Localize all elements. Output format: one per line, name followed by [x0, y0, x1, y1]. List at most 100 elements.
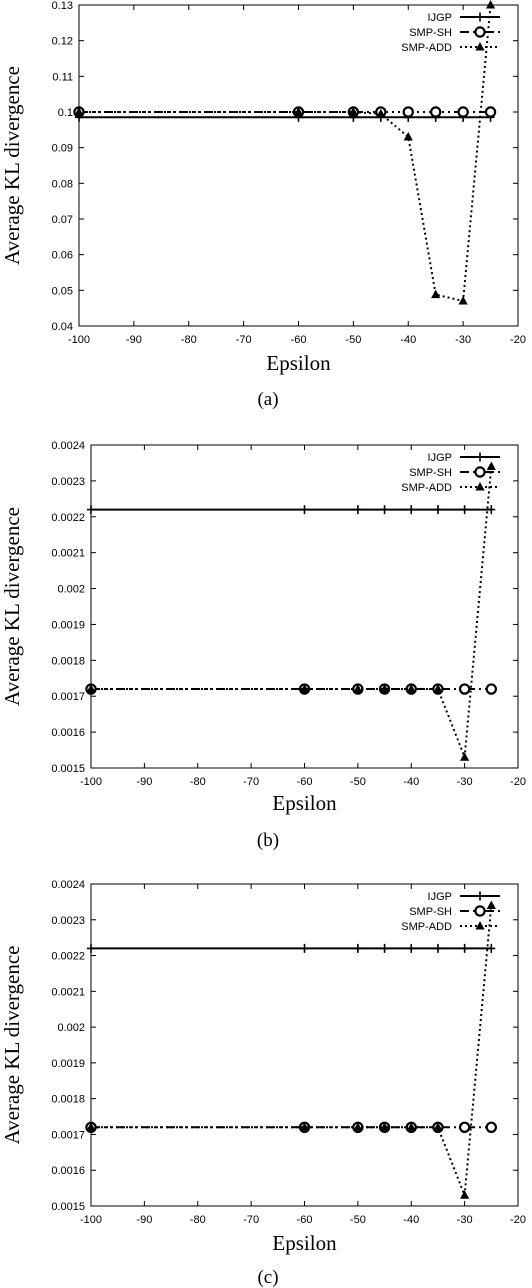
x-tick-label: -20 — [510, 776, 526, 788]
y-tick-label: 0.1 — [58, 107, 73, 119]
x-tick-label: -40 — [403, 776, 419, 788]
x-tick-label: -40 — [400, 334, 416, 346]
x-tick-label: -80 — [190, 776, 206, 788]
x-tick-label: -20 — [510, 334, 526, 346]
y-tick-label: 0.12 — [52, 36, 73, 48]
series-smp-add-point — [299, 1122, 310, 1131]
x-tick-label: -70 — [243, 776, 259, 788]
plot-frame — [90, 444, 519, 769]
series-smp-sh-point — [484, 106, 497, 118]
x-tick-label: -20 — [510, 1214, 526, 1226]
x-tick-label: -80 — [190, 1214, 206, 1226]
y-tick-label: 0.002 — [57, 584, 85, 596]
y-tick-label: 0.06 — [52, 250, 73, 262]
legend-marker — [474, 26, 486, 38]
series-smp-sh-point — [429, 106, 442, 118]
series-smp-add-point — [86, 1122, 96, 1131]
series-smp-add-point — [433, 1122, 443, 1131]
legend: IJGP SMP-SH SMP-ADD — [401, 891, 500, 933]
y-axis-label: Average KL divergence — [0, 507, 24, 706]
series-ijgp-point — [380, 943, 389, 953]
series-smp-add-point — [458, 296, 468, 305]
y-tick-label: 0.0023 — [51, 476, 85, 488]
x-tick-label: -50 — [345, 334, 361, 346]
legend-marker — [475, 921, 485, 930]
y-axis-label: Average KL divergence — [0, 66, 24, 265]
legend-marker — [474, 905, 486, 917]
series-smp-add-point — [293, 107, 304, 116]
x-tick-label: -100 — [80, 776, 102, 788]
y-tick-label: 0.08 — [52, 178, 73, 190]
series-smp-sh-point — [485, 683, 498, 695]
x-tick-label: -90 — [126, 334, 142, 346]
y-tick-label: 0.002 — [57, 1022, 85, 1034]
series-smp-sh-point — [485, 1121, 498, 1133]
series-ijgp-point — [433, 943, 442, 953]
y-tick-label: 0.0019 — [51, 1058, 85, 1070]
series-smp-add-line — [79, 4, 492, 302]
x-axis-label: Epsilon — [272, 1231, 337, 1255]
x-tick-label: -60 — [291, 334, 307, 346]
series-ijgp-point — [87, 505, 95, 515]
legend-marker — [476, 891, 484, 901]
y-tick-label: 0.0017 — [51, 691, 85, 703]
series-smp-add-point — [353, 684, 363, 693]
series-smp-add-point — [379, 684, 390, 693]
y-tick-label: 0.0024 — [51, 440, 85, 452]
y-tick-label: 0.0021 — [51, 986, 85, 998]
y-tick-label: 0.0016 — [51, 727, 85, 739]
y-tick-label: 0.0018 — [51, 655, 85, 667]
series-smp-sh-point — [458, 1121, 471, 1133]
x-tick-label: -30 — [455, 334, 471, 346]
legend-marker — [476, 452, 484, 462]
series-ijgp-point — [353, 943, 362, 953]
x-tick-label: -50 — [350, 1214, 366, 1226]
legend-label: SMP-ADD — [401, 482, 452, 494]
y-tick-label: 0.0015 — [51, 1201, 85, 1213]
series-smp-sh-point — [402, 106, 414, 118]
series-smp-add-point — [406, 1122, 416, 1131]
y-tick-label: 0.0015 — [51, 763, 85, 775]
series-ijgp-point — [300, 505, 309, 515]
y-tick-label: 0.0022 — [51, 512, 85, 524]
x-tick-label: -70 — [236, 334, 252, 346]
series-smp-add-point — [460, 752, 470, 761]
series-smp-add-point — [348, 107, 358, 116]
series-ijgp-point — [353, 505, 362, 515]
x-tick-label: -90 — [136, 776, 152, 788]
series-ijgp-point — [433, 505, 442, 515]
y-tick-label: 0.09 — [52, 143, 73, 155]
plot-frame — [78, 4, 519, 327]
legend-marker — [475, 482, 485, 491]
series-smp-sh-point — [458, 683, 471, 695]
x-tick-label: -30 — [457, 1214, 473, 1226]
y-tick-label: 0.0024 — [51, 879, 85, 891]
x-tick-label: -60 — [297, 776, 313, 788]
figure-caption: (c) — [257, 1267, 278, 1288]
legend-marker — [475, 42, 485, 51]
series-ijgp-point — [487, 505, 496, 515]
y-tick-label: 0.13 — [52, 0, 73, 12]
legend-marker — [474, 466, 486, 478]
series-smp-add-point — [431, 289, 441, 299]
y-tick-label: 0.07 — [52, 214, 73, 226]
series-smp-add-point — [433, 684, 443, 693]
x-tick-label: -40 — [403, 1214, 419, 1226]
series-smp-add-line — [91, 905, 493, 1197]
series-ijgp-point — [380, 505, 389, 515]
chart-panel-3: -100 -90 -80 -70 -60 -50 -40 -30 -20 0.0015 0.0016… — [0, 879, 526, 1288]
x-tick-label: -100 — [68, 334, 90, 346]
y-tick-label: 0.0018 — [51, 1094, 85, 1106]
series-smp-add-point — [376, 108, 386, 118]
figure-caption: (b) — [257, 830, 279, 851]
legend-label: SMP-ADD — [401, 42, 452, 54]
legend-label: SMP-SH — [409, 467, 452, 479]
x-tick-label: -50 — [350, 776, 366, 788]
x-tick-label: -70 — [243, 1214, 259, 1226]
chart-panel-1: -100 -90 -80 -70 -60 -50 -40 -30 -20 0.04 0.05 0.06… — [0, 0, 526, 410]
series-smp-add-point — [486, 461, 496, 471]
plot-frame — [90, 883, 519, 1207]
x-tick-label: -100 — [80, 1214, 102, 1226]
series-smp-add-point — [403, 131, 413, 141]
